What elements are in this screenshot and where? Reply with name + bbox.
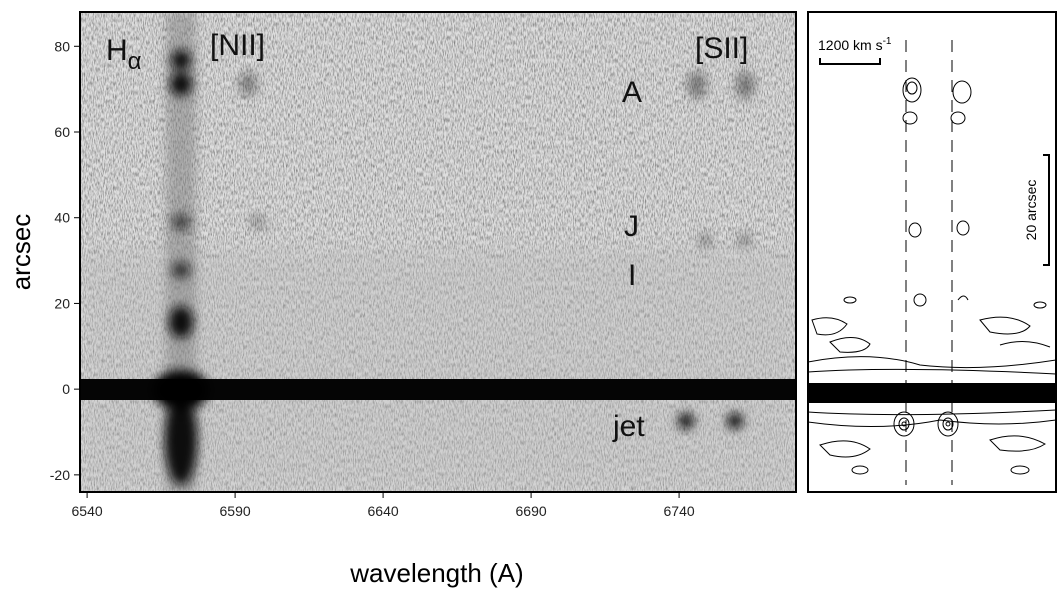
y-tick-label: 20 — [54, 295, 70, 311]
scale-bar — [1043, 154, 1050, 266]
y-tick-label: -20 — [50, 467, 70, 483]
knot-label: J — [624, 210, 639, 243]
y-tick-label: 0 — [62, 381, 70, 397]
knot-label: A — [622, 76, 642, 109]
x-tick-label: 6690 — [516, 503, 547, 519]
x-tick-label: 6640 — [368, 503, 399, 519]
knot-label: I — [628, 259, 636, 292]
line-label: Hα — [106, 34, 142, 75]
y-tick-label: 80 — [54, 38, 70, 54]
line-label: [SII] — [695, 32, 748, 65]
scale-bar — [819, 58, 881, 65]
x-tick-label: 6540 — [72, 503, 103, 519]
spectrum-image — [80, 12, 796, 492]
scale-label: 20 arcsec — [1023, 180, 1039, 241]
inset-frame — [807, 11, 1057, 493]
y-tick-label: 40 — [54, 210, 70, 226]
knot-label: jet — [612, 410, 645, 443]
x-axis-label: wavelength (A) — [349, 558, 523, 588]
x-tick-label: 6590 — [220, 503, 251, 519]
contour-panel — [808, 12, 1056, 492]
x-tick-label: 6740 — [664, 503, 695, 519]
y-tick-label: 60 — [54, 124, 70, 140]
plot-frame — [79, 11, 797, 493]
y-axis-label: arcsec — [6, 214, 36, 291]
line-label: [NII] — [210, 29, 265, 62]
scale-label: 1200 km s-1 — [818, 36, 892, 53]
